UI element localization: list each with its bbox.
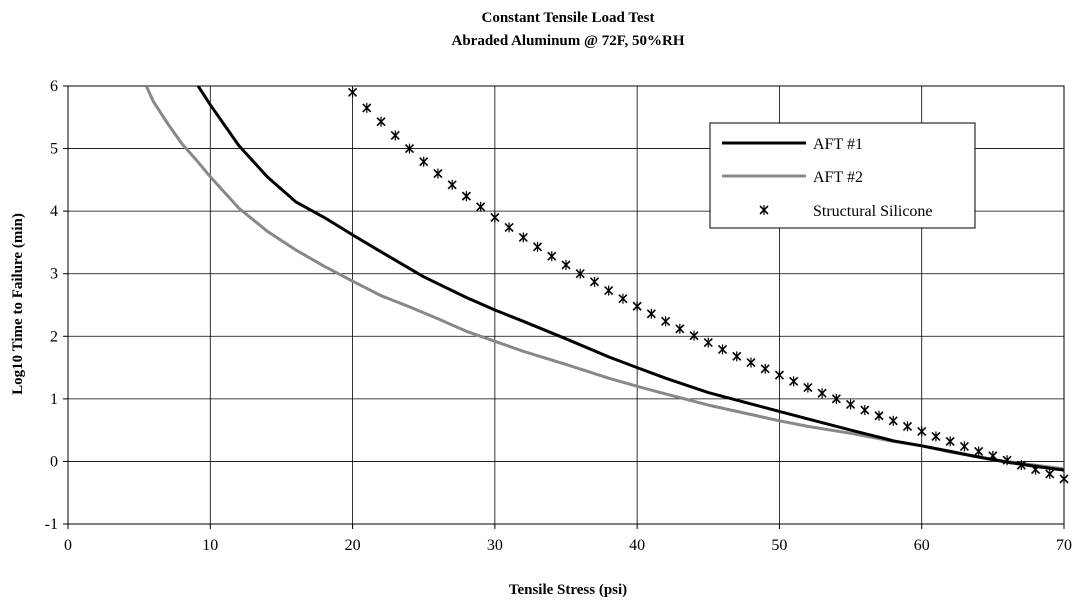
y-tick-label: 1 — [50, 391, 58, 408]
silicone-data-point — [689, 330, 699, 341]
silicone-data-point — [390, 130, 400, 141]
silicone-data-point — [703, 337, 713, 348]
legend-marker-silicone — [759, 205, 769, 215]
silicone-data-point — [646, 308, 656, 319]
x-tick-label: 60 — [914, 537, 930, 554]
legend: AFT #1 AFT #2 Structural Silicone — [709, 122, 976, 229]
silicone-data-point — [874, 410, 884, 421]
x-axis-title: Tensile Stress (psi) — [509, 582, 627, 598]
silicone-data-point — [774, 370, 784, 381]
silicone-data-point — [789, 376, 799, 387]
silicone-data-point — [860, 405, 870, 416]
silicone-data-point — [1016, 460, 1026, 471]
silicone-data-point — [547, 251, 557, 262]
silicone-data-point — [974, 446, 984, 457]
silicone-data-point — [760, 363, 770, 374]
silicone-data-point — [476, 201, 486, 212]
series-line-aft-1 — [196, 86, 1064, 472]
silicone-data-point — [675, 323, 685, 334]
silicone-data-point — [632, 301, 642, 312]
silicone-data-point — [1002, 455, 1012, 466]
x-tick-label: 70 — [1056, 537, 1072, 554]
chart-subtitle: Abraded Aluminum @ 72F, 50%RH — [451, 33, 684, 49]
silicone-data-point — [618, 293, 628, 304]
silicone-data-point — [661, 316, 671, 327]
silicone-data-point — [532, 241, 543, 252]
silicone-data-point — [447, 179, 457, 190]
silicone-data-point — [1030, 464, 1041, 475]
legend-label-aft1: AFT #1 — [813, 136, 863, 153]
silicone-data-point — [404, 143, 415, 154]
silicone-data-point — [917, 426, 927, 437]
silicone-data-point — [419, 156, 429, 167]
silicone-data-point — [732, 351, 742, 362]
x-tick-label: 10 — [202, 537, 218, 554]
silicone-data-point — [490, 212, 500, 223]
y-tick-label: -1 — [45, 516, 58, 533]
y-tick-label: 2 — [50, 328, 58, 345]
silicone-data-point — [1059, 473, 1069, 484]
silicone-data-point — [846, 399, 856, 410]
silicone-data-point — [461, 191, 471, 202]
y-tick-label: 5 — [50, 141, 58, 158]
x-tick-label: 20 — [345, 537, 361, 554]
silicone-data-point — [589, 276, 600, 287]
silicone-data-point — [988, 450, 998, 461]
y-tick-label: 4 — [50, 203, 58, 220]
plot-frame — [67, 85, 1065, 525]
legend-label-silicone: Structural Silicone — [813, 203, 933, 220]
silicone-data-point — [746, 357, 756, 368]
silicone-data-point — [717, 344, 728, 355]
x-tick-label: 40 — [629, 537, 645, 554]
silicone-data-point — [504, 222, 514, 233]
silicone-data-point — [1045, 468, 1055, 479]
y-tick-label: 6 — [50, 78, 58, 95]
silicone-data-point — [561, 259, 571, 270]
y-axis-title: Log10 Time to Failure (min) — [10, 213, 26, 395]
y-tick-label: 3 — [50, 266, 58, 283]
y-tick-label: 0 — [50, 453, 58, 470]
silicone-data-point — [817, 388, 827, 399]
silicone-data-point — [348, 87, 358, 98]
silicone-data-point — [959, 441, 969, 452]
legend-label-aft2: AFT #2 — [813, 169, 863, 186]
silicone-data-point — [433, 168, 443, 179]
chart-title: Constant Tensile Load Test — [482, 10, 655, 26]
silicone-data-point — [945, 436, 955, 447]
silicone-data-point — [362, 102, 372, 113]
x-tick-label: 30 — [487, 537, 503, 554]
silicone-data-point — [604, 285, 614, 296]
silicone-data-point — [902, 421, 913, 432]
silicone-data-point — [931, 431, 941, 442]
x-tick-label: 0 — [64, 537, 72, 554]
silicone-data-point — [803, 382, 813, 393]
silicone-data-point — [518, 232, 528, 243]
silicone-data-point — [831, 393, 841, 404]
silicone-data-point — [376, 116, 386, 127]
silicone-data-point — [575, 268, 585, 279]
x-tick-label: 50 — [771, 537, 787, 554]
silicone-data-point — [888, 415, 898, 426]
